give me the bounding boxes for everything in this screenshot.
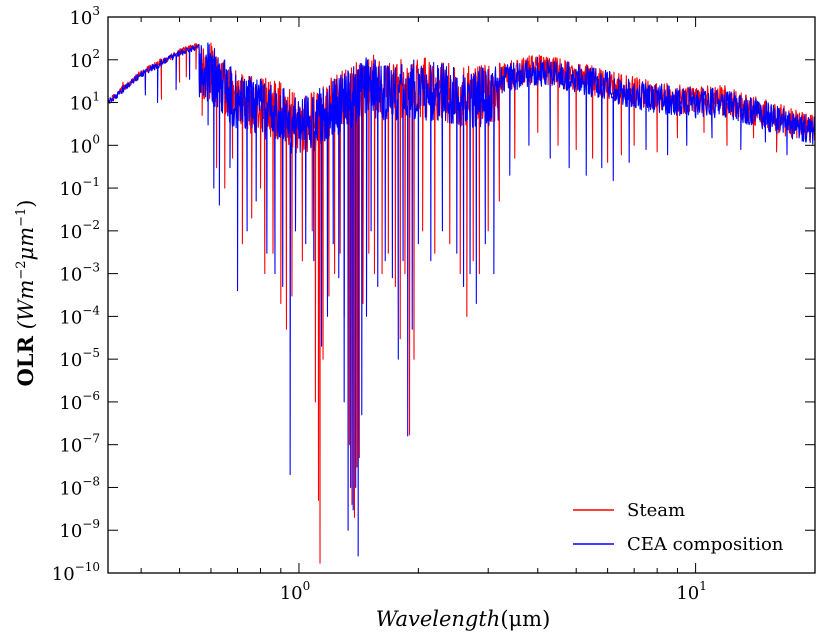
y-tick-label: 102 xyxy=(69,47,100,72)
x-tick-label: 100 xyxy=(280,579,311,604)
y-tick-label: 10−5 xyxy=(59,346,100,371)
y-tick-label: 10−10 xyxy=(52,560,100,585)
series-line-cea-composition xyxy=(107,42,816,557)
x-tick-labels: 100 101 xyxy=(280,579,707,604)
series-layer xyxy=(107,42,816,564)
y-tick-label: 10−6 xyxy=(59,389,100,414)
ticks-layer xyxy=(108,16,816,574)
y-axis-label-unit: (Wm xyxy=(14,280,38,330)
y-axis-label-close: ) xyxy=(14,199,38,207)
y-axis-label-exp2: −1 xyxy=(14,208,29,227)
x-axis-label: Wavelength(μm) xyxy=(376,607,551,631)
legend-label-cea: CEA composition xyxy=(627,534,784,555)
plot-frame xyxy=(107,16,816,574)
x-axis-label-main: Wavelength xyxy=(376,607,501,631)
x-tick-label: 101 xyxy=(676,579,707,604)
y-tick-label: 10−2 xyxy=(59,218,100,243)
y-tick-label: 10−1 xyxy=(59,175,100,200)
y-tick-label: 10−7 xyxy=(59,432,100,457)
y-tick-label: 103 xyxy=(69,4,100,29)
y-axis-label-exp1: −2 xyxy=(14,260,29,279)
y-tick-label: 10−3 xyxy=(59,261,100,286)
y-axis-label: OLR (Wm−2μm−1) xyxy=(13,199,38,386)
legend-label-steam: Steam xyxy=(627,500,685,521)
legend: Steam CEA composition xyxy=(573,500,784,555)
x-axis-label-unit: (μm) xyxy=(500,607,550,631)
y-tick-label: 10−8 xyxy=(59,474,100,499)
y-axis-label-main: OLR xyxy=(13,335,38,386)
y-tick-labels: 103 102 101 100 10−1 10−2 10−3 10−4 10−5 10−6 10−7… xyxy=(52,4,101,585)
y-tick-label: 101 xyxy=(69,90,100,115)
y-tick-label: 100 xyxy=(69,132,100,157)
y-axis-label-mid: μm xyxy=(14,227,38,261)
y-tick-label: 10−9 xyxy=(59,517,100,542)
y-tick-label: 10−4 xyxy=(59,303,100,328)
